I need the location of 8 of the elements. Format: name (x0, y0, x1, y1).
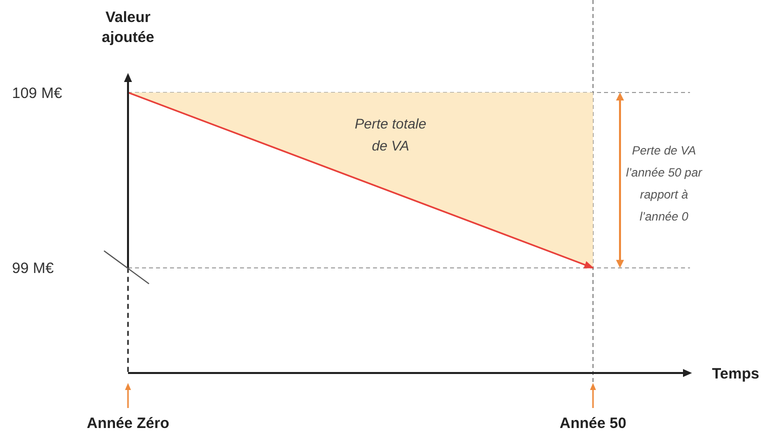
x-tick-label: Année Zéro (86, 415, 170, 432)
annotation: Perte totale de VA (354, 116, 427, 154)
y-axis-title: Valeur ajoutée (102, 9, 154, 46)
x-axis-title: Temps (712, 365, 760, 382)
x-tick-label: Année 50 (560, 415, 626, 432)
y-tick-label: 109 M€ (12, 84, 63, 102)
y-tick-label: 99 M€ (12, 260, 54, 278)
annotation: Perte de VA l’année 50 par rapport à l’année 0 (626, 143, 704, 224)
